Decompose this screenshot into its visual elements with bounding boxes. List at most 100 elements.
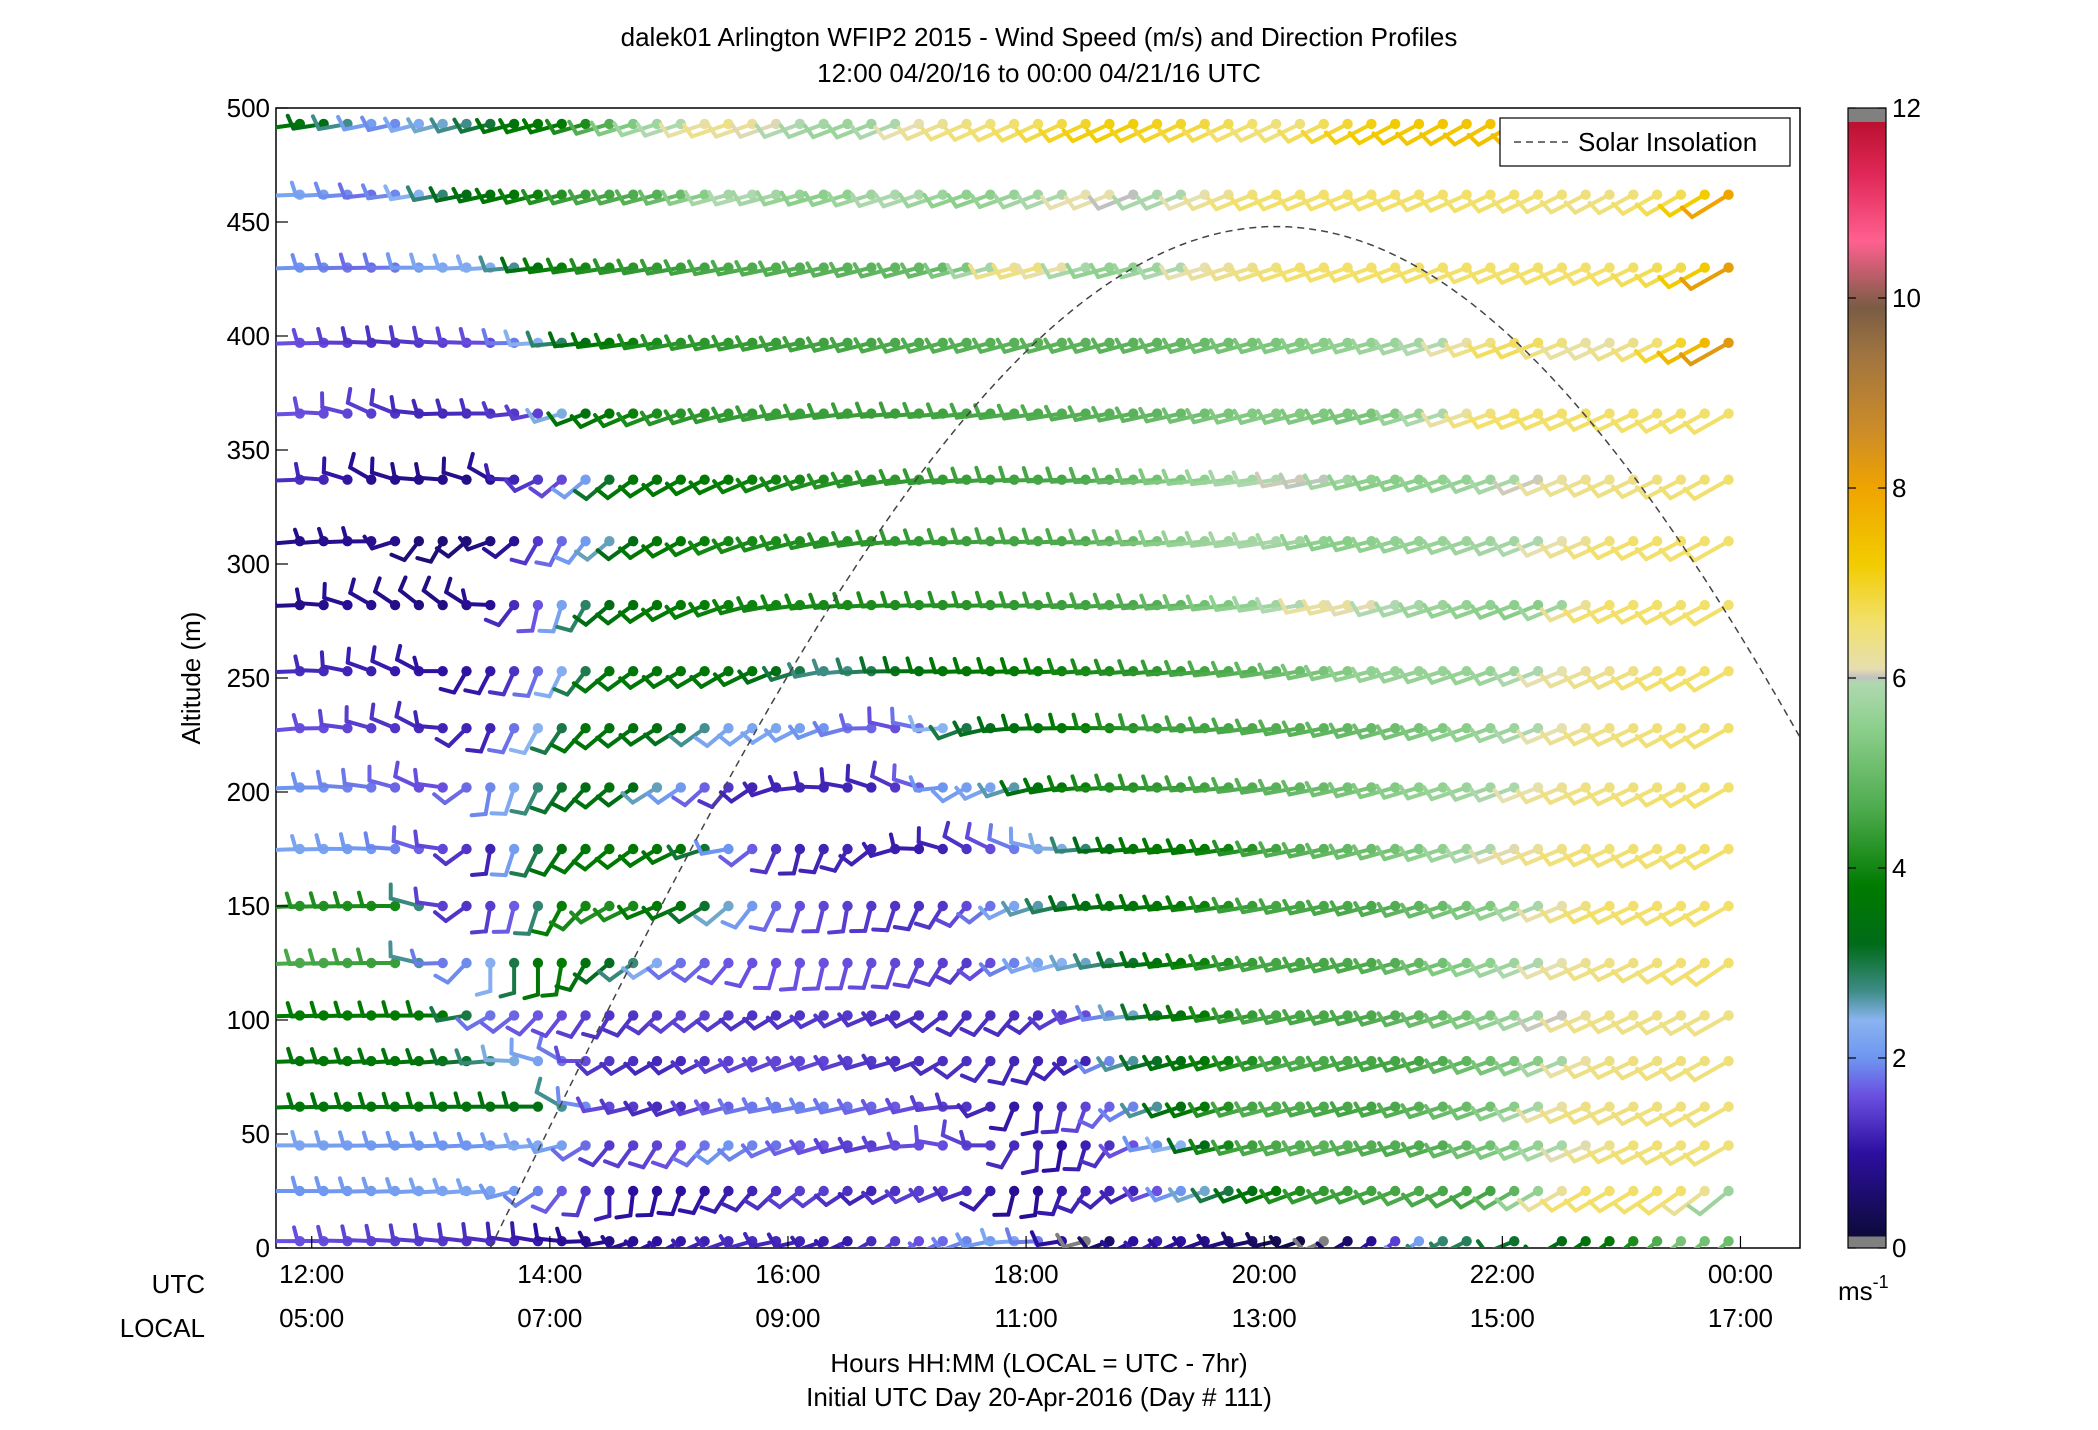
- barb-dot: [771, 474, 781, 484]
- barb-dot: [557, 119, 567, 129]
- barb-dot: [1604, 1101, 1614, 1111]
- barb-dot: [1414, 1236, 1424, 1246]
- barb-dot: [1604, 1056, 1614, 1066]
- barb-dot: [1438, 119, 1448, 129]
- barb-dot: [1652, 666, 1662, 676]
- barb-dot: [604, 408, 614, 418]
- barb-dot: [985, 1010, 995, 1020]
- barb-dot: [818, 901, 828, 911]
- barb-flag: [415, 712, 417, 726]
- barb-dot: [914, 1010, 924, 1020]
- barb-dot: [1676, 1186, 1686, 1196]
- x-tick-label-utc: 16:00: [755, 1259, 820, 1289]
- barb-dot: [437, 474, 447, 484]
- barb-dot: [1700, 1101, 1710, 1111]
- barb-dot: [1676, 666, 1686, 676]
- barb-dot: [938, 723, 948, 733]
- barb-flag: [391, 1225, 394, 1239]
- barb-dot: [1461, 600, 1471, 610]
- barb-flag: [443, 459, 444, 473]
- barb-flag: [515, 933, 529, 934]
- barb-dot: [1652, 1186, 1662, 1196]
- barb-dot: [461, 844, 471, 854]
- barb-dot: [914, 901, 924, 911]
- barb-dot: [723, 844, 733, 854]
- colorbar-tick-label: 2: [1892, 1043, 1906, 1073]
- barb-dot: [699, 782, 709, 792]
- barb-dot: [533, 901, 543, 911]
- barb-dot: [390, 600, 400, 610]
- barb-dot: [1580, 262, 1590, 272]
- barb-dot: [580, 844, 590, 854]
- barb-dot: [485, 600, 495, 610]
- barb-dot: [533, 782, 543, 792]
- colorbar-unit-exp: -1: [1873, 1272, 1889, 1292]
- barb-flag: [989, 1081, 1003, 1084]
- barb-flag: [415, 1225, 417, 1239]
- barb-dot: [961, 1056, 971, 1066]
- barb-dot: [1009, 1101, 1019, 1111]
- barb-flag: [272, 592, 276, 605]
- barb-dot: [938, 958, 948, 968]
- barb-dot: [1628, 1186, 1638, 1196]
- barb-dot: [1700, 723, 1710, 733]
- barb-dot: [1723, 1186, 1733, 1196]
- barb-dot: [1009, 1010, 1019, 1020]
- barb-dot: [1700, 901, 1710, 911]
- barb-dot: [795, 1186, 805, 1196]
- barb-flag: [991, 1128, 1005, 1130]
- barb-flag: [514, 694, 528, 696]
- colorbar-tick-label: 12: [1892, 93, 1921, 123]
- barb-flag: [270, 467, 274, 480]
- barb-dot: [557, 666, 567, 676]
- barb-dot: [1509, 1186, 1519, 1196]
- barb-dot: [1319, 119, 1329, 129]
- barb-dot: [1652, 408, 1662, 418]
- barb-dot: [1247, 1186, 1257, 1196]
- barb-dot: [723, 1140, 733, 1150]
- barb-dot: [1223, 1186, 1233, 1196]
- barb-dot: [461, 1010, 471, 1020]
- barb-dot: [1604, 782, 1614, 792]
- barb-dot: [1342, 119, 1352, 129]
- barb-dot: [1438, 189, 1448, 199]
- barb-dot: [1652, 600, 1662, 610]
- barb-dot: [771, 723, 781, 733]
- barb-dot: [1438, 1056, 1448, 1066]
- barb-flag: [847, 766, 848, 780]
- barb-dot: [1700, 189, 1710, 199]
- barb-flag: [395, 763, 397, 777]
- barb-dot: [342, 666, 352, 676]
- barb-dot: [580, 1140, 590, 1150]
- barb-dot: [1676, 1010, 1686, 1020]
- barb-dot: [628, 408, 638, 418]
- barb-dot: [1628, 338, 1638, 348]
- barb-dot: [533, 1101, 543, 1111]
- barb-dot: [509, 666, 519, 676]
- barb-dot: [1652, 723, 1662, 733]
- barb-dot: [580, 958, 590, 968]
- barb-dot: [1557, 189, 1567, 199]
- barb-dot: [1723, 901, 1733, 911]
- barb-dot: [1557, 1186, 1567, 1196]
- barb-dot: [533, 1056, 543, 1066]
- barb-dot: [1604, 901, 1614, 911]
- barb-dot: [676, 901, 686, 911]
- barb-dot: [1414, 1101, 1424, 1111]
- barb-dot: [771, 958, 781, 968]
- barb-flag: [967, 824, 970, 838]
- barb-flag: [1666, 1256, 1677, 1264]
- barb-dot: [747, 474, 757, 484]
- barb-dot: [1438, 901, 1448, 911]
- barb-dot: [1557, 1236, 1567, 1246]
- barb-flag: [1620, 1255, 1631, 1263]
- barb-dot: [1676, 408, 1686, 418]
- x-tick-label-local: 05:00: [279, 1303, 344, 1333]
- x-tick-label-local: 11:00: [995, 1303, 1058, 1333]
- barb-dot: [1700, 600, 1710, 610]
- barb-dot: [723, 666, 733, 676]
- barb-dot: [1580, 600, 1590, 610]
- barb-dot: [1723, 536, 1733, 546]
- barb-dot: [509, 1010, 519, 1020]
